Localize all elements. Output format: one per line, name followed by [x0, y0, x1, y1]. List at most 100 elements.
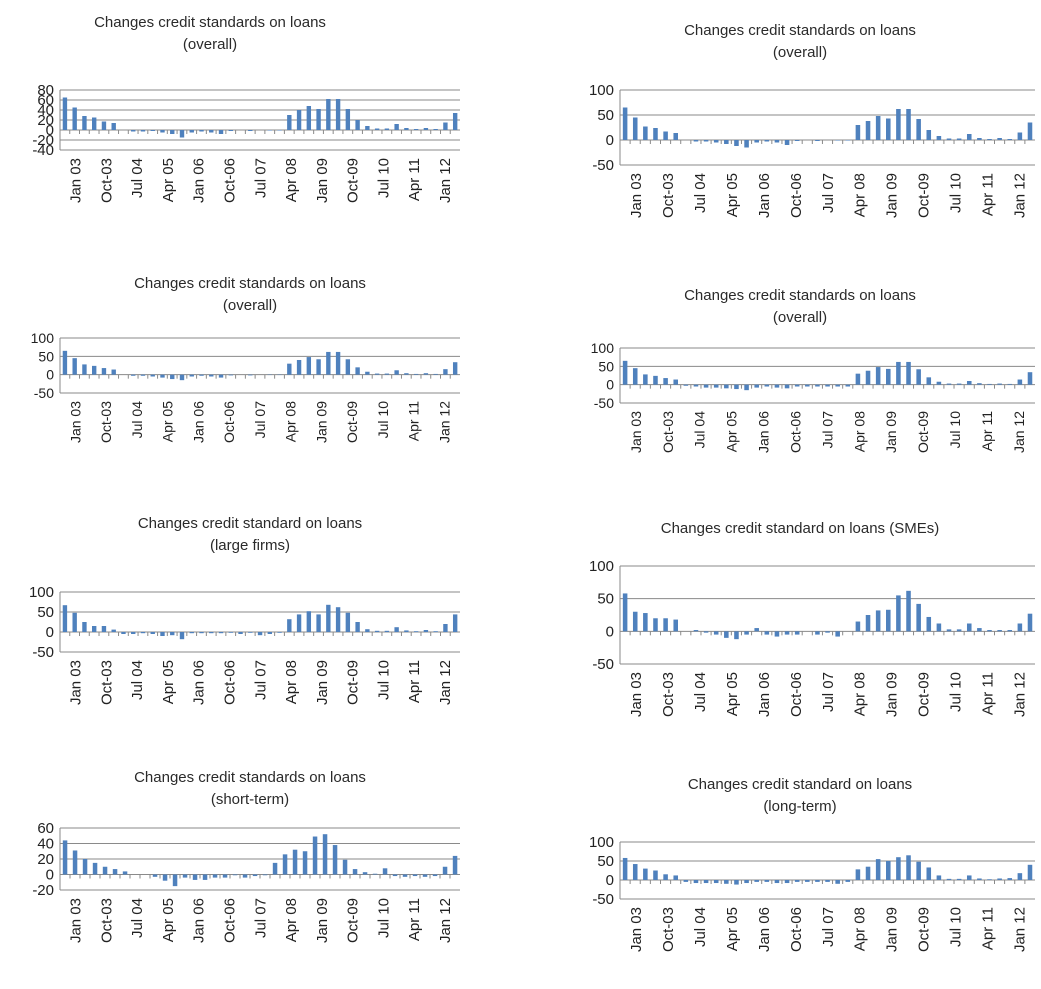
- bar: [875, 367, 881, 385]
- bar: [946, 878, 952, 880]
- bar: [825, 384, 830, 387]
- bar: [875, 116, 881, 140]
- y-tick-label: 40: [37, 836, 54, 853]
- chart-title: Changes credit standards on loans (short-…: [40, 767, 460, 811]
- chart-title-line: (overall): [222, 297, 278, 314]
- y-tick-label: 0: [46, 867, 54, 884]
- bar: [152, 874, 158, 877]
- x-tick-label: Oct-03: [660, 411, 676, 453]
- bar: [754, 384, 759, 388]
- bar: [131, 374, 136, 376]
- bar: [218, 130, 224, 134]
- bar: [774, 631, 780, 637]
- bar: [372, 873, 378, 875]
- bar: [150, 374, 155, 377]
- x-tick-label: Jan 03: [68, 660, 85, 705]
- bar: [384, 128, 390, 130]
- bar: [422, 874, 428, 877]
- bar: [111, 369, 116, 375]
- bar: [326, 351, 331, 375]
- bar: [355, 120, 360, 130]
- bar: [452, 362, 458, 375]
- bar: [724, 384, 729, 389]
- bar: [632, 611, 638, 632]
- x-tick-label: Apr 05: [160, 898, 177, 942]
- bar: [724, 631, 729, 638]
- bar: [355, 622, 360, 632]
- x-tick-label: Jan 06: [756, 411, 772, 453]
- bar: [734, 631, 739, 640]
- bar: [794, 631, 800, 635]
- x-tick-label: Jan 06: [190, 401, 206, 443]
- y-tick-label: -50: [592, 157, 614, 174]
- x-tick-label: Oct-03: [98, 898, 115, 943]
- x-tick-label: Apr 11: [979, 907, 996, 950]
- bar: [1017, 379, 1023, 385]
- bar: [202, 874, 208, 880]
- bar: [936, 875, 942, 880]
- bar: [170, 130, 175, 134]
- bar: [855, 373, 861, 385]
- bar: [404, 630, 409, 632]
- x-tick-label: Apr 11: [406, 898, 423, 941]
- x-tick-label: Oct-09: [916, 173, 933, 218]
- bar: [1007, 383, 1013, 385]
- bar: [101, 368, 107, 375]
- x-tick-label: Apr 08: [852, 672, 869, 716]
- bar: [248, 374, 253, 376]
- bar: [643, 126, 648, 140]
- x-tick-label: Jul 04: [129, 401, 145, 439]
- bar: [774, 140, 780, 143]
- x-tick-label: Jan 12: [1011, 411, 1027, 453]
- bar: [413, 373, 419, 375]
- bar: [365, 629, 370, 632]
- bar: [172, 874, 178, 887]
- bar: [977, 628, 982, 632]
- y-tick-label: 0: [46, 624, 54, 641]
- x-tick-label: Jul 07: [820, 907, 837, 947]
- x-tick-label: Jan 12: [1011, 672, 1028, 717]
- y-tick-label: 0: [606, 623, 614, 640]
- bar: [926, 130, 932, 140]
- bar: [374, 630, 380, 632]
- y-tick-label: -20: [32, 132, 54, 149]
- y-tick-label: 50: [37, 604, 54, 621]
- bar: [855, 621, 861, 632]
- bar: [212, 874, 218, 878]
- bar: [423, 128, 429, 130]
- x-tick-label: Jul 04: [692, 907, 709, 947]
- x-tick-label: Oct-03: [98, 401, 114, 443]
- bar: [855, 869, 861, 880]
- bar: [326, 604, 331, 632]
- chart-title: Changes credit standards on loans (overal…: [600, 20, 1000, 64]
- bar: [170, 374, 175, 380]
- bar: [122, 871, 128, 875]
- bar: [1027, 122, 1033, 140]
- x-tick-label: Jan 09: [884, 672, 901, 717]
- bar: [835, 140, 840, 141]
- bar: [257, 632, 263, 636]
- bar: [815, 880, 820, 882]
- bar: [1017, 623, 1023, 632]
- bar: [703, 631, 709, 633]
- bar: [443, 624, 448, 632]
- x-tick-label: Jul 04: [129, 158, 146, 198]
- chart-title-line: (short-term): [210, 791, 290, 808]
- bar: [946, 383, 952, 385]
- x-tick-label: Oct-03: [660, 672, 677, 717]
- x-tick-label: Jan 06: [756, 907, 773, 952]
- bar: [643, 374, 648, 385]
- bar: [987, 383, 992, 385]
- bar: [111, 629, 116, 632]
- bar: [296, 110, 302, 130]
- bar: [443, 369, 448, 375]
- x-tick-label: Jan 09: [314, 158, 331, 203]
- bar: [316, 359, 321, 375]
- bar: [140, 632, 146, 634]
- x-tick-label: Apr 08: [283, 660, 300, 704]
- bar: [209, 374, 214, 377]
- x-tick-label: Apr 11: [979, 173, 996, 216]
- bar: [335, 607, 341, 632]
- bar: [242, 874, 248, 878]
